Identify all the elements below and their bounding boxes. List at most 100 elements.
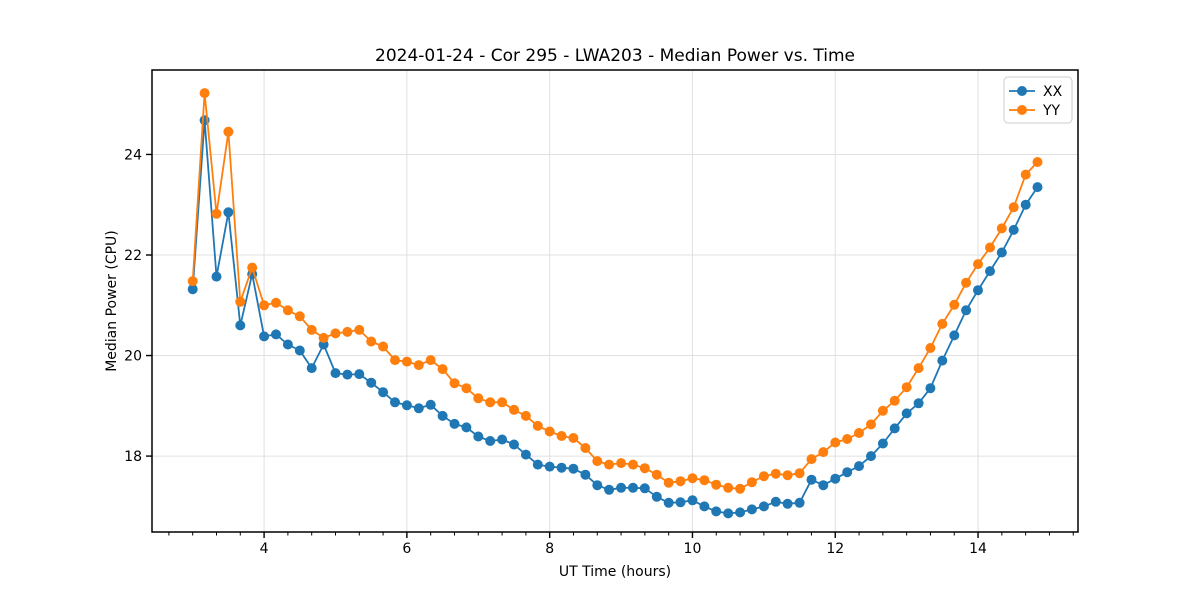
data-point (699, 501, 710, 512)
data-point (782, 498, 793, 509)
legend-label-yy: YY (1042, 103, 1061, 119)
data-point (711, 506, 722, 517)
data-point (378, 341, 389, 352)
svg-text:4: 4 (260, 541, 269, 557)
data-point (758, 471, 769, 482)
data-point (663, 477, 674, 488)
data-point (806, 474, 817, 485)
data-point (235, 296, 246, 307)
data-point (187, 276, 198, 287)
data-point (306, 363, 317, 374)
tick-labels: 4 6 8 10 12 14 18 20 22 24 (124, 147, 987, 557)
svg-text:18: 18 (124, 449, 142, 465)
data-point (318, 332, 329, 343)
data-point (509, 404, 519, 415)
svg-text:22: 22 (124, 248, 142, 264)
data-point (390, 397, 400, 408)
data-point (544, 426, 555, 437)
data-point (247, 262, 258, 273)
data-point (842, 434, 853, 444)
data-point (485, 397, 496, 408)
data-point (854, 428, 864, 438)
data-point (271, 329, 281, 340)
data-point (770, 468, 781, 479)
data-point (651, 491, 662, 502)
data-point (497, 434, 508, 445)
data-point (639, 483, 650, 494)
data-point (509, 439, 519, 450)
data-point (616, 482, 627, 493)
data-point (425, 399, 436, 410)
legend: XX YY (1003, 76, 1073, 124)
data-point (342, 326, 353, 337)
data-point (354, 324, 365, 335)
data-point (497, 397, 508, 408)
data-point (1008, 224, 1019, 235)
data-point (746, 504, 757, 515)
data-point (675, 476, 686, 487)
x-axis-label: UT Time (hours) (559, 564, 671, 580)
axes-frame (151, 69, 1079, 533)
data-point (949, 299, 960, 310)
data-point (366, 377, 377, 388)
data-point (913, 398, 924, 409)
data-point (877, 438, 888, 449)
data-point (818, 480, 829, 491)
data-point (842, 467, 853, 478)
data-point (520, 410, 531, 421)
data-point (1032, 182, 1043, 193)
data-point (1032, 157, 1043, 167)
data-point (675, 497, 686, 508)
svg-text:10: 10 (684, 541, 702, 557)
data-point (925, 383, 936, 394)
data-point (211, 271, 222, 282)
legend-marker-xx (1017, 86, 1027, 96)
data-point (925, 343, 936, 353)
data-point (604, 484, 615, 495)
data-point (663, 497, 674, 508)
data-point (735, 483, 746, 494)
data-point (235, 320, 246, 331)
data-point (651, 469, 662, 480)
gridlines (152, 70, 1078, 532)
chart-title: 2024-01-24 - Cor 295 - LWA203 - Median P… (375, 46, 855, 66)
data-point (866, 451, 876, 462)
data-point (794, 468, 805, 479)
data-point (996, 223, 1007, 234)
data-point (746, 477, 757, 488)
data-series (187, 88, 1043, 519)
data-point (449, 378, 460, 389)
data-point (378, 387, 389, 398)
data-point (425, 355, 436, 366)
data-point (413, 360, 424, 371)
data-point (687, 473, 698, 484)
data-point (901, 408, 912, 419)
data-point (211, 208, 222, 219)
data-point (854, 461, 864, 472)
data-point (806, 454, 817, 465)
data-point (961, 277, 972, 288)
data-point (937, 318, 948, 329)
data-point (889, 423, 900, 434)
data-point (294, 311, 305, 322)
legend-label-xx: XX (1043, 84, 1063, 100)
data-point (889, 395, 900, 406)
data-point (937, 355, 948, 366)
data-point (580, 469, 591, 480)
data-point (282, 339, 293, 350)
data-point (330, 368, 341, 379)
data-point (259, 300, 270, 311)
svg-text:6: 6 (402, 541, 411, 557)
data-point (901, 382, 912, 393)
data-point (390, 355, 400, 366)
data-point (1008, 202, 1019, 213)
data-point (461, 383, 472, 394)
data-point (770, 496, 781, 507)
data-point (985, 242, 995, 253)
data-point (830, 437, 841, 448)
data-point (437, 410, 448, 421)
data-point (532, 420, 543, 431)
data-point (413, 403, 424, 414)
data-point (913, 363, 924, 374)
data-point (949, 330, 960, 341)
